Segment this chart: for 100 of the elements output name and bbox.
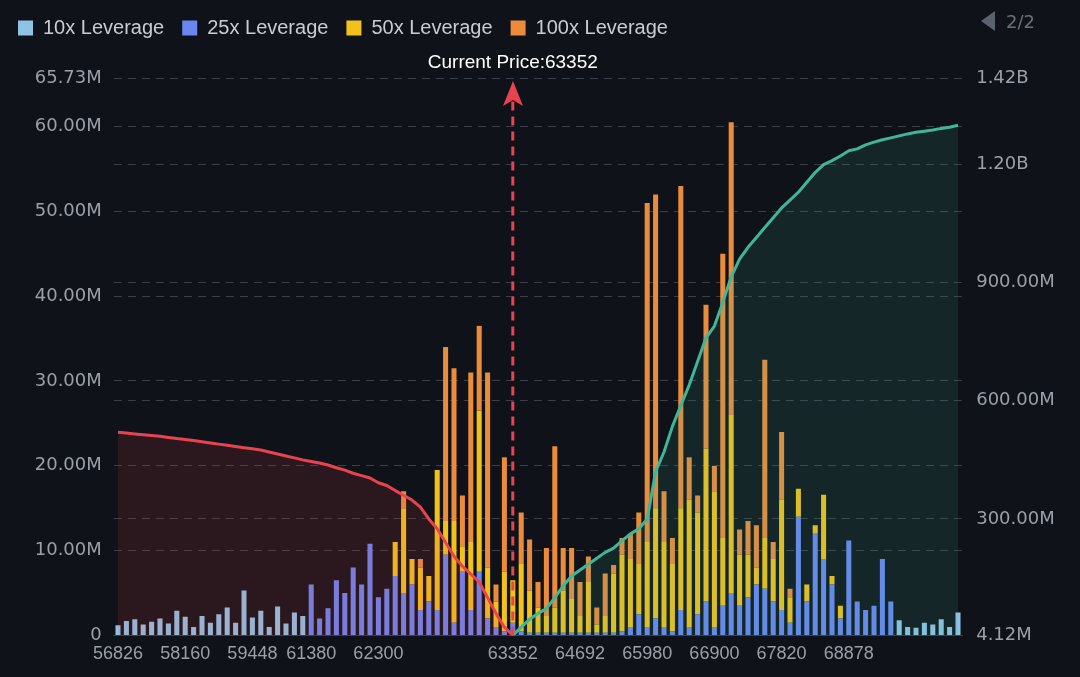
bar [703, 448, 709, 602]
x-tick-label: 62300 [353, 643, 404, 664]
bar [804, 601, 810, 635]
x-tick-label: 58160 [160, 643, 211, 664]
bar [611, 565, 617, 574]
bar [653, 194, 659, 509]
x-tick-label: 67820 [756, 643, 807, 664]
y-tick-label: 60.00M [34, 114, 102, 136]
bar [518, 631, 524, 635]
bar [518, 563, 524, 632]
x-tick-label: 68878 [823, 643, 874, 664]
bar [443, 554, 449, 635]
bar [216, 614, 222, 635]
bar [611, 573, 617, 633]
bar [627, 533, 633, 560]
bar [409, 584, 415, 635]
bar [921, 622, 927, 635]
bar [720, 537, 726, 606]
bar [661, 491, 667, 543]
bar [753, 525, 759, 568]
bar [543, 615, 549, 633]
bar [367, 543, 373, 635]
bar [795, 488, 801, 517]
bar [669, 563, 675, 632]
bar [468, 542, 474, 610]
bar [644, 626, 650, 635]
y2-tick-label: 1.20B [976, 152, 1029, 174]
legend-label: 100x Leverage [535, 15, 668, 38]
bar [333, 580, 339, 635]
bar [955, 612, 961, 635]
bar [787, 588, 793, 598]
bar [350, 567, 356, 635]
bar [619, 554, 625, 632]
bar [728, 593, 734, 635]
bar [787, 597, 793, 623]
bar [434, 470, 440, 610]
bar [485, 618, 491, 635]
bar [417, 609, 423, 635]
bar [258, 610, 264, 635]
bar [653, 508, 659, 619]
bar [829, 576, 835, 585]
y2-tick-label: 600.00M [976, 388, 1055, 410]
bar [686, 626, 692, 635]
bar [905, 626, 911, 635]
bar [468, 372, 474, 543]
bar [896, 620, 902, 635]
bar [207, 622, 213, 635]
x-tick-label: 64692 [554, 643, 606, 664]
y-tick-label: 50.00M [34, 199, 102, 221]
bar [233, 622, 239, 635]
bar [779, 609, 785, 635]
bar [552, 446, 558, 608]
bar [703, 601, 709, 635]
y-tick-label: 30.00M [34, 368, 102, 390]
y-tick-label: 65.73M [34, 65, 102, 87]
bar [443, 347, 449, 521]
bar [527, 632, 533, 635]
bar [711, 491, 717, 627]
y-tick-label: 10.00M [34, 538, 102, 560]
x-tick-label: 61380 [286, 643, 337, 664]
bar [594, 632, 600, 635]
bar [779, 499, 785, 610]
bar [636, 512, 642, 564]
bar [837, 618, 843, 635]
bar [871, 605, 877, 635]
bar [821, 494, 827, 560]
bar [737, 529, 743, 555]
bar [401, 593, 407, 635]
bar [602, 615, 608, 633]
bar [938, 619, 944, 635]
bar [283, 623, 289, 635]
bar [627, 559, 633, 627]
bar [417, 559, 423, 568]
bar [149, 621, 155, 635]
bar [375, 597, 381, 635]
bar [417, 567, 423, 610]
bar [779, 431, 785, 500]
bar [249, 617, 255, 635]
bar [594, 607, 600, 625]
bar [451, 622, 457, 635]
bar [342, 593, 348, 635]
x-tick-label: 63352 [487, 643, 538, 664]
bar [434, 609, 440, 635]
bar [543, 632, 549, 635]
bar [132, 619, 138, 635]
bar [695, 512, 701, 615]
bar [644, 542, 650, 627]
bar [552, 607, 558, 633]
bar [745, 520, 751, 555]
bar [451, 520, 457, 623]
bar [669, 631, 675, 635]
bar [762, 537, 768, 589]
bar [686, 499, 692, 627]
bar [157, 618, 163, 635]
bar [459, 571, 465, 635]
bar [770, 559, 776, 602]
bar [930, 624, 936, 635]
x-tick-label: 59448 [227, 643, 278, 664]
bar [602, 573, 608, 616]
bar [879, 559, 885, 635]
